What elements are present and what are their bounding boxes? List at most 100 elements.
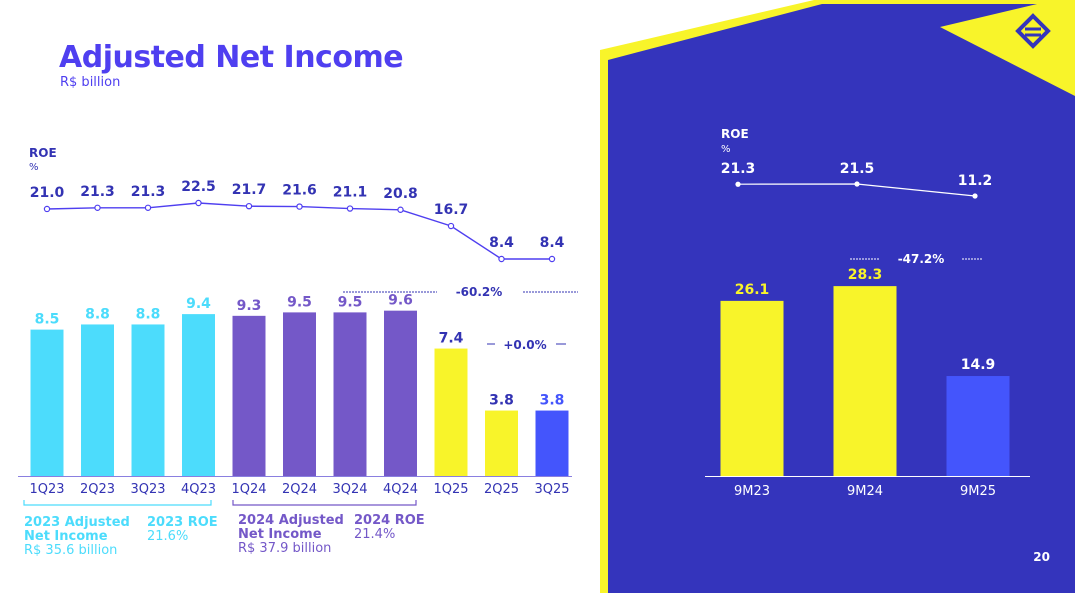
page-title: Adjusted Net Income [59, 40, 404, 75]
footnote-2023-income: 2023 Adjusted Net Income R$ 35.6 billion [24, 516, 139, 558]
roe-value-label: 21.5 [840, 161, 875, 177]
ytd-change-label: -47.2% [898, 252, 945, 266]
bar-value-label: 14.9 [961, 357, 996, 373]
bar-value-label: 8.5 [35, 312, 60, 328]
footnote-2024-roe-title: 2024 ROE [354, 513, 425, 528]
right-roe-unit: % [721, 144, 731, 155]
footnote-2024-income: 2024 Adjusted Net Income R$ 37.9 billion [238, 514, 350, 556]
x-tick-label: 3Q24 [332, 482, 367, 497]
footnote-2024-income-value: R$ 37.9 billion [238, 541, 332, 556]
roe-value-label: 11.2 [958, 173, 993, 189]
right-bars: 26.1 9M23 28.3 9M24 14.9 9M25 [705, 267, 1030, 499]
bar-2Q25 [485, 410, 518, 476]
bar-value-label: 3.8 [540, 393, 565, 409]
bar-9M24 [833, 286, 897, 476]
bracket-2023 [23, 500, 212, 506]
bar-value-label: 7.4 [439, 331, 464, 347]
qoq-change-label: +0.0% [503, 338, 546, 352]
roe-point [735, 181, 741, 187]
footnote-2023-roe-title: 2023 ROE [147, 515, 218, 530]
roe-value-label: 8.4 [540, 235, 565, 251]
right-roe-line: 21.3 21.5 11.2 [721, 161, 993, 199]
x-tick-label: 9M25 [960, 484, 996, 499]
x-tick-label: 1Q25 [433, 482, 468, 497]
x-tick-label: 1Q23 [29, 482, 64, 497]
roe-point [43, 205, 51, 213]
roe-point [296, 203, 303, 210]
roe-point [972, 193, 978, 199]
x-tick-label: 2Q23 [80, 482, 115, 497]
bar-value-label: 9.5 [287, 294, 312, 310]
bar-value-label: 3.8 [489, 393, 514, 409]
left-roe-label: ROE [29, 146, 57, 160]
left-roe-unit: % [29, 162, 39, 173]
x-tick-label: 4Q23 [181, 482, 216, 497]
bar-2Q24 [283, 312, 316, 476]
bank-logo-icon [1015, 13, 1051, 49]
roe-point [397, 206, 404, 213]
x-tick-label: 3Q23 [130, 482, 165, 497]
bar-4Q23 [182, 314, 215, 476]
x-tick-label: 1Q24 [231, 482, 266, 497]
page-number: 20 [1033, 550, 1050, 564]
bar-1Q23 [30, 329, 64, 476]
footnote-2023-income-value: R$ 35.6 billion [24, 543, 118, 558]
footnote-2024-roe: 2024 ROE 21.4% [354, 514, 434, 542]
roe-point [498, 255, 505, 263]
yoy-change-label: -60.2% [456, 285, 503, 299]
bracket-2024 [232, 500, 417, 506]
roe-value-label: 21.0 [30, 185, 65, 201]
bar-4Q24 [384, 310, 417, 476]
bar-3Q25 [535, 410, 569, 476]
bar-value-label: 8.8 [136, 306, 161, 322]
bar-value-label: 9.6 [388, 293, 413, 309]
x-tick-label: 2Q25 [484, 482, 519, 497]
roe-point [548, 255, 556, 263]
roe-value-label: 8.4 [489, 235, 514, 251]
bar-value-label: 9.4 [186, 296, 211, 312]
roe-point [854, 181, 860, 187]
bar-3Q24 [333, 312, 367, 476]
roe-point [447, 222, 455, 230]
bar-1Q24 [232, 315, 266, 476]
left-roe-line: 21.0 21.3 21.3 22.5 21.7 21.6 21.1 20.8 16.7 8.4 8… [30, 179, 565, 263]
bar-value-label: 9.5 [338, 294, 363, 310]
roe-value-label: 21.3 [131, 184, 166, 200]
x-tick-label: 9M23 [734, 484, 770, 499]
roe-value-label: 21.3 [80, 184, 115, 200]
roe-value-label: 21.7 [232, 182, 267, 198]
left-bars: 8.5 1Q23 8.8 2Q23 8.8 3Q23 9.4 4Q23 9.3 1Q24 9.5 2Q… [18, 293, 572, 497]
bar-value-label: 9.3 [237, 298, 262, 314]
roe-point [346, 205, 354, 212]
roe-value-label: 21.3 [721, 161, 756, 177]
roe-value-label: 20.8 [383, 186, 418, 202]
roe-point [144, 204, 152, 211]
roe-value-label: 21.6 [282, 183, 317, 199]
bar-value-label: 28.3 [848, 267, 883, 283]
x-tick-label: 2Q24 [282, 482, 317, 497]
roe-value-label: 21.1 [333, 185, 368, 201]
page-subtitle: R$ billion [60, 75, 121, 90]
roe-point [94, 204, 101, 211]
x-tick-label: 9M24 [847, 484, 883, 499]
footnote-2023-roe: 2023 ROE 21.6% [147, 516, 227, 544]
bar-value-label: 8.8 [85, 306, 110, 322]
roe-point [245, 202, 253, 210]
x-tick-label: 3Q25 [534, 482, 569, 497]
roe-line-path [46, 202, 552, 260]
roe-value-label: 22.5 [181, 179, 216, 195]
bar-9M23 [720, 300, 784, 476]
x-tick-label: 4Q24 [383, 482, 418, 497]
bar-1Q25 [434, 348, 468, 476]
footnote-2023-income-title: 2023 Adjusted Net Income [24, 515, 130, 544]
bar-value-label: 26.1 [735, 282, 770, 298]
roe-value-label: 16.7 [434, 202, 469, 218]
footnote-2024-roe-value: 21.4% [354, 527, 396, 542]
right-roe-label: ROE [721, 127, 749, 141]
footnote-2023-roe-value: 21.6% [147, 529, 189, 544]
bar-2Q23 [81, 324, 114, 476]
bar-9M25 [946, 376, 1010, 476]
footnote-2024-income-title: 2024 Adjusted Net Income [238, 513, 344, 542]
bar-3Q23 [131, 324, 165, 476]
